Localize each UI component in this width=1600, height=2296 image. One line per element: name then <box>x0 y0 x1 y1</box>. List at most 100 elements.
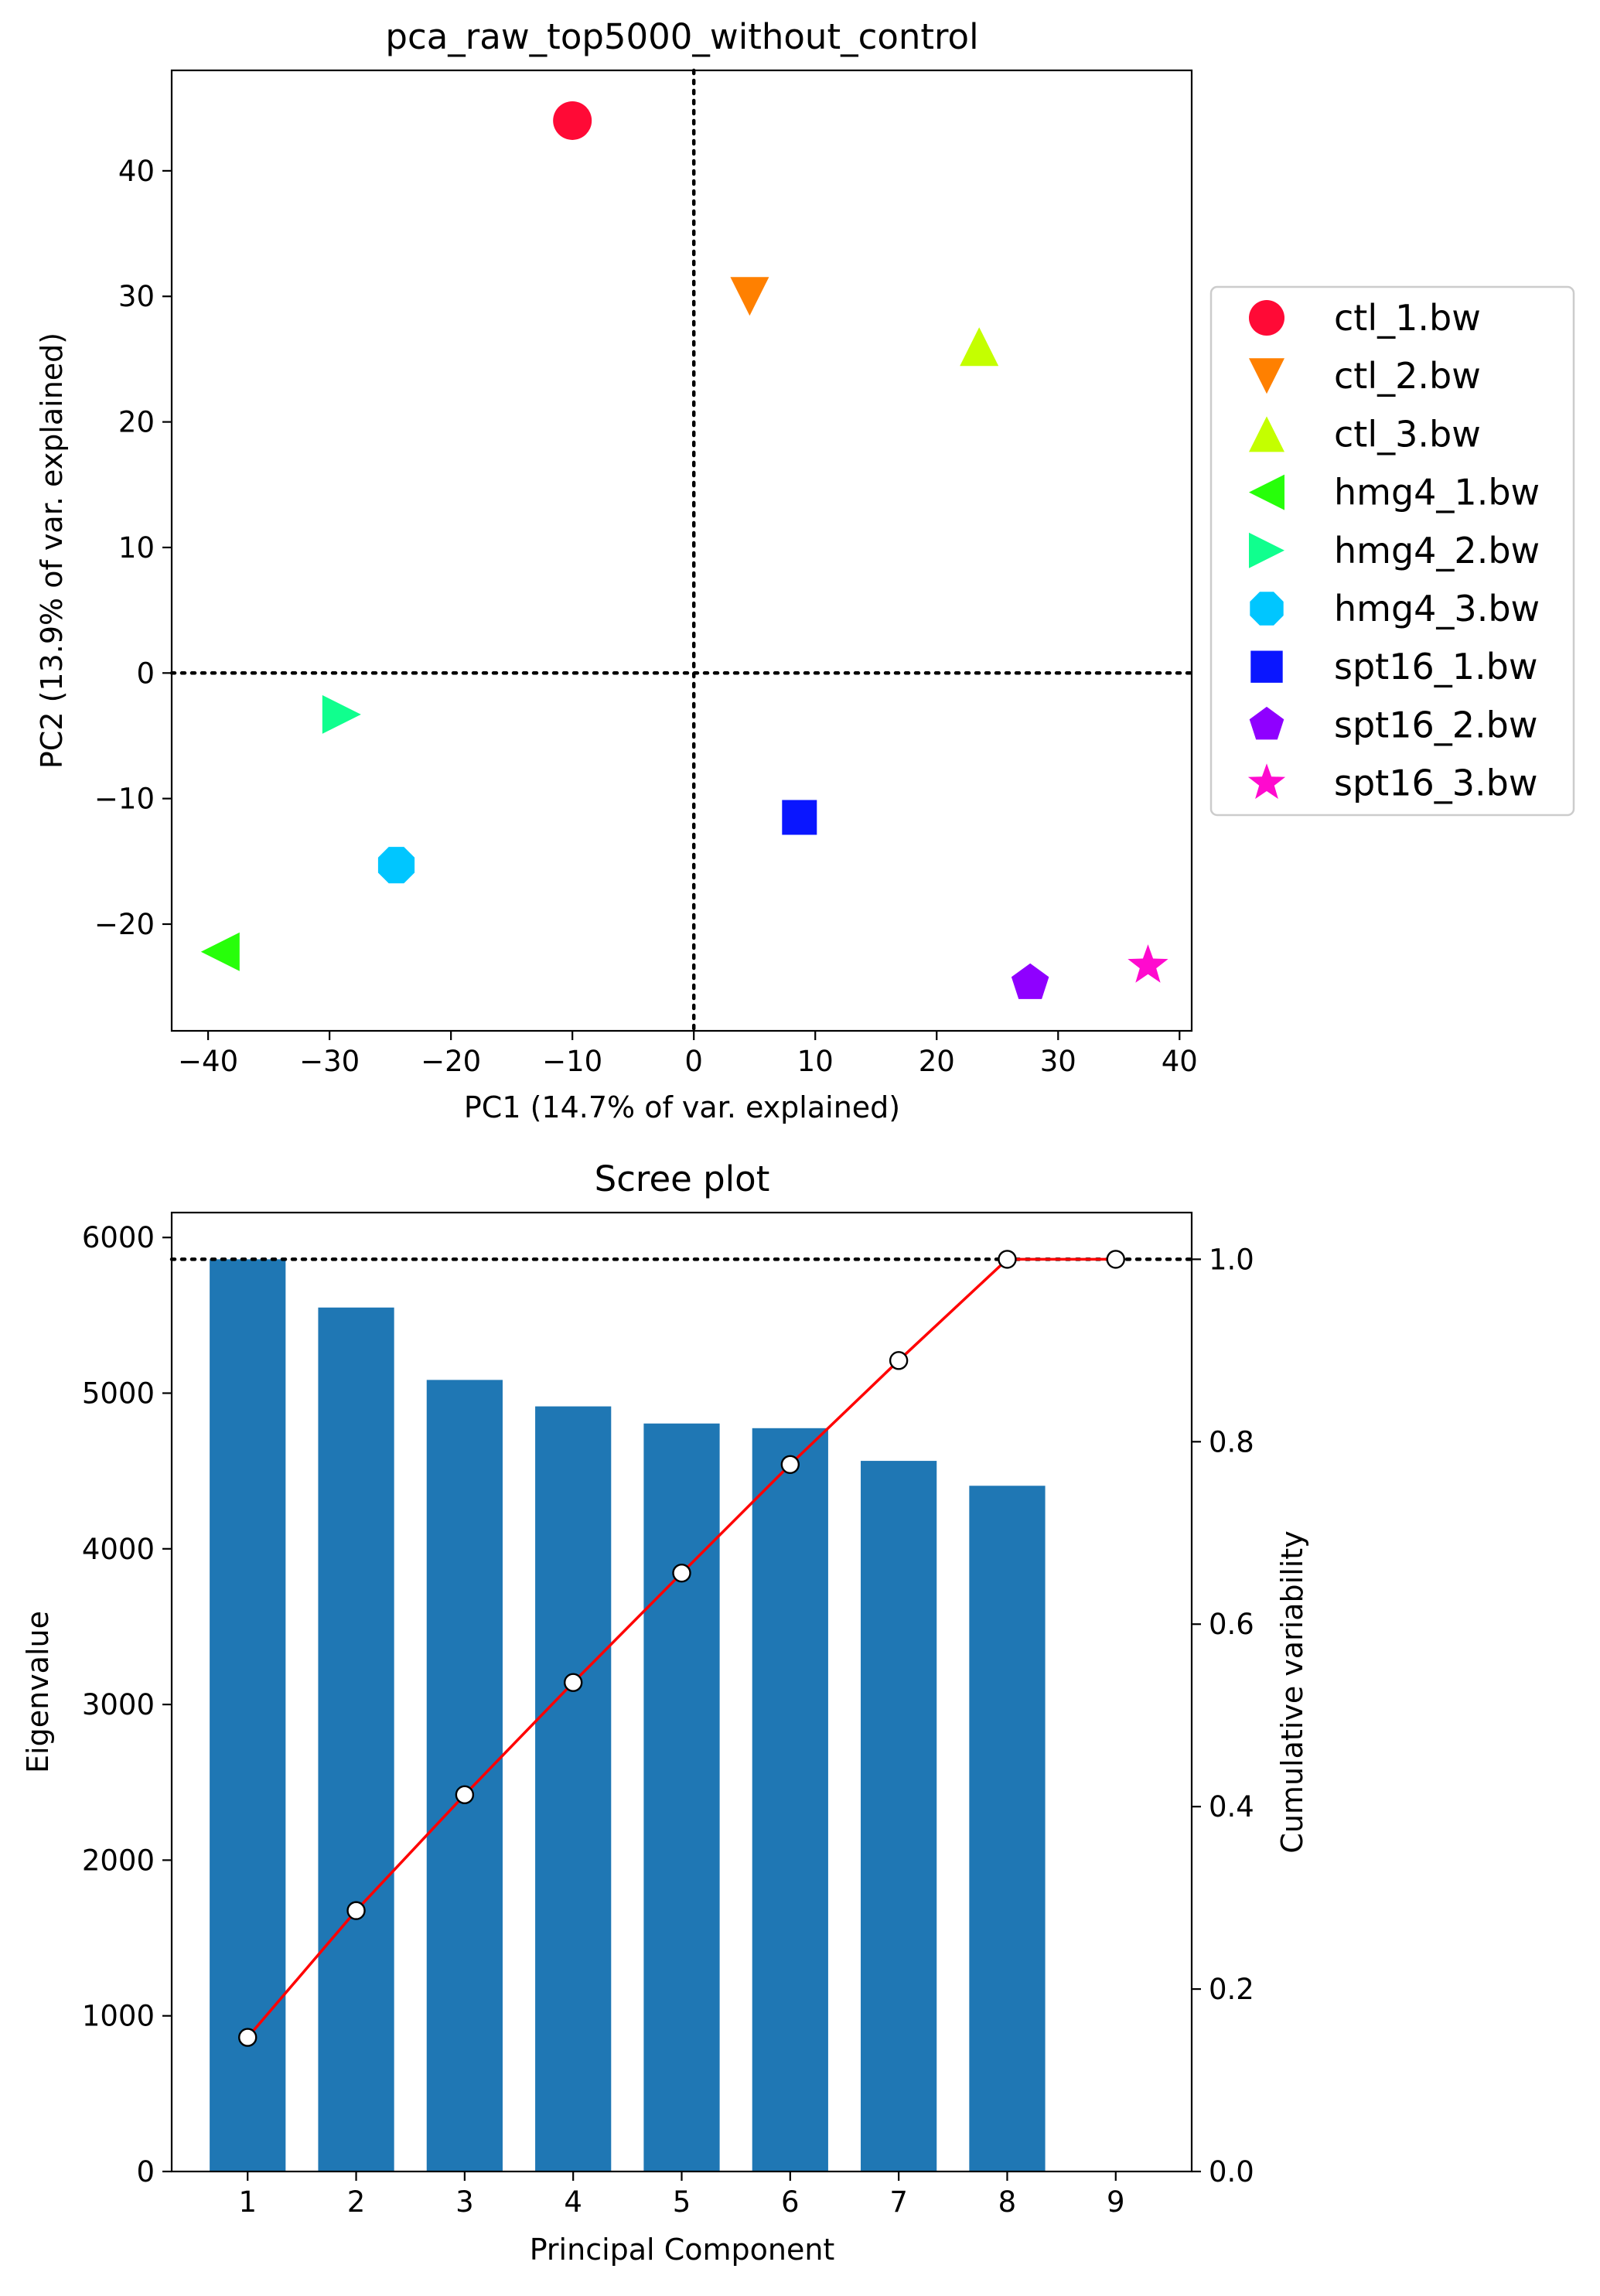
pca-point-hmg4-3-bw <box>377 847 415 884</box>
cumulative-point <box>1106 1250 1125 1269</box>
scree-x-tick-label: 8 <box>998 2185 1017 2219</box>
scree-y-axis-left: 0 1000 2000 3000 4000 5000 6000 <box>82 1221 172 2189</box>
pca-point-spt16-2-bw <box>1011 963 1049 999</box>
legend-label-6: hmg4_3.bw <box>1334 588 1540 629</box>
scree-y-right-tick-label: 0.6 <box>1209 1608 1254 1641</box>
scree-y-right-tick-label: 0.0 <box>1209 2155 1254 2189</box>
scree-x-axis-label: Principal Component <box>530 2233 835 2267</box>
pca-y-tick-label: −20 <box>94 908 155 941</box>
cumulative-point <box>672 1563 691 1583</box>
scree-chart: Scree plot 1 2 3 4 5 6 7 8 9 0 1000 2000 3000 4000 50… <box>21 1158 1309 2267</box>
legend-frame <box>1209 285 1575 817</box>
legend-marker-3 <box>1249 416 1284 452</box>
cumulative-point <box>998 1250 1017 1269</box>
legend-marker-2 <box>1249 358 1284 394</box>
scree-y-right-tick-label: 0.8 <box>1209 1425 1254 1458</box>
pca-legend: ctl_1.bw ctl_2.bw ctl_3.bw hmg4_1.bw hmg4_2.… <box>1209 285 1575 817</box>
legend-marker-7 <box>1250 650 1283 683</box>
scree-y-tick-label: 2000 <box>82 1844 155 1877</box>
cumulative-point <box>889 1351 909 1370</box>
scree-x-tick-label: 7 <box>889 2185 908 2219</box>
scree-title: Scree plot <box>595 1158 770 1199</box>
pca-x-tick-label: 0 <box>684 1045 703 1078</box>
scree-y-tick-label: 1000 <box>82 2000 155 2033</box>
pca-reference-lines <box>169 68 1194 1033</box>
legend-marker-9 <box>1247 763 1286 800</box>
legend-label-2: ctl_2.bw <box>1334 355 1481 397</box>
pca-plot-frame <box>170 69 1193 1032</box>
scree-x-tick-label: 5 <box>673 2185 691 2219</box>
legend-label-4: hmg4_1.bw <box>1334 472 1540 513</box>
pca-x-tick-label: 10 <box>797 1045 834 1078</box>
scree-bars <box>210 1259 1046 2171</box>
legend-label-8: spt16_2.bw <box>1334 704 1537 745</box>
pca-x-tick-label: 40 <box>1162 1045 1198 1078</box>
pca-y-axis: −20 −10 0 10 20 30 40 <box>94 155 172 941</box>
scree-y-tick-label: 0 <box>136 2155 155 2189</box>
pca-y-axis-label: PC2 (13.9% of var. explained) <box>35 333 69 769</box>
cumulative-line <box>238 1250 1125 2047</box>
scree-bar <box>535 1406 612 2171</box>
cumulative-point <box>780 1455 800 1475</box>
scree-bar <box>643 1423 720 2171</box>
legend-label-1: ctl_1.bw <box>1334 297 1481 339</box>
scree-x-axis: 1 2 3 4 5 6 7 8 9 <box>238 2171 1125 2219</box>
pca-point-spt16-3-bw <box>1128 944 1168 983</box>
scree-bar <box>861 1461 937 2171</box>
scree-y-axis-label: Eigenvalue <box>21 1611 55 1773</box>
cumulative-point <box>346 1901 366 1920</box>
scree-y-right-axis-label: Cumulative variability <box>1275 1530 1309 1853</box>
legend-marker-4 <box>1249 474 1284 510</box>
scree-y-right-tick-label: 1.0 <box>1209 1243 1254 1276</box>
pca-title: pca_raw_top5000_without_control <box>385 16 978 57</box>
pca-x-axis-label: PC1 (14.7% of var. explained) <box>464 1090 900 1124</box>
scree-bar <box>426 1380 503 2171</box>
legend-marker-5 <box>1249 532 1284 568</box>
pca-x-tick-label: −20 <box>421 1045 481 1078</box>
scree-bar <box>969 1486 1046 2171</box>
scree-y-axis-right: 0.0 0.2 0.4 0.6 0.8 1.0 <box>1192 1243 1254 2189</box>
legend-label-5: hmg4_2.bw <box>1334 530 1540 571</box>
pca-points <box>200 101 1168 999</box>
legend-marker-8 <box>1249 706 1284 740</box>
pca-y-tick-label: 20 <box>118 406 155 439</box>
pca-point-spt16-1-bw <box>782 800 817 835</box>
pca-y-tick-label: 0 <box>136 657 155 690</box>
scree-x-tick-label: 2 <box>347 2185 366 2219</box>
pca-x-tick-label: −10 <box>542 1045 602 1078</box>
pca-point-ctl-3-bw <box>960 327 999 367</box>
legend-label-3: ctl_3.bw <box>1334 413 1481 455</box>
scree-bar <box>752 1428 828 2171</box>
cumulative-point <box>455 1785 475 1805</box>
scree-y-right-tick-label: 0.4 <box>1209 1790 1254 1823</box>
pca-point-hmg4-1-bw <box>200 932 240 971</box>
pca-x-tick-label: −40 <box>178 1045 238 1078</box>
scree-y-tick-label: 5000 <box>82 1377 155 1411</box>
cumulative-point <box>563 1673 583 1692</box>
pca-y-tick-label: −10 <box>94 783 155 816</box>
scree-y-right-tick-label: 0.2 <box>1209 1973 1254 2006</box>
pca-y-tick-label: 40 <box>118 155 155 188</box>
scree-x-tick-label: 4 <box>564 2185 582 2219</box>
pca-x-tick-label: 30 <box>1040 1045 1076 1078</box>
scree-x-tick-label: 1 <box>238 2185 257 2219</box>
scree-x-tick-label: 9 <box>1107 2185 1125 2219</box>
pca-x-axis: −40 −30 −20 −10 0 10 20 30 40 <box>178 1031 1198 1078</box>
pca-x-tick-label: 20 <box>919 1045 955 1078</box>
scree-x-tick-label: 3 <box>455 2185 474 2219</box>
scree-x-tick-label: 6 <box>781 2185 800 2219</box>
pca-x-tick-label: −30 <box>299 1045 360 1078</box>
legend-marker-6 <box>1250 592 1284 626</box>
legend-label-9: spt16_3.bw <box>1334 762 1537 804</box>
pca-y-tick-label: 10 <box>118 531 155 565</box>
pca-y-tick-label: 30 <box>118 280 155 313</box>
pca-scatter-chart: pca_raw_top5000_without_control −40 −30 −2… <box>35 16 1575 1124</box>
pca-point-ctl-2-bw <box>730 277 769 316</box>
scree-y-tick-label: 6000 <box>82 1221 155 1254</box>
pca-point-hmg4-2-bw <box>322 694 361 734</box>
scree-bar <box>318 1307 394 2171</box>
scree-bar <box>210 1259 286 2171</box>
cumulative-point <box>238 2028 258 2047</box>
scree-y-tick-label: 4000 <box>82 1533 155 1566</box>
